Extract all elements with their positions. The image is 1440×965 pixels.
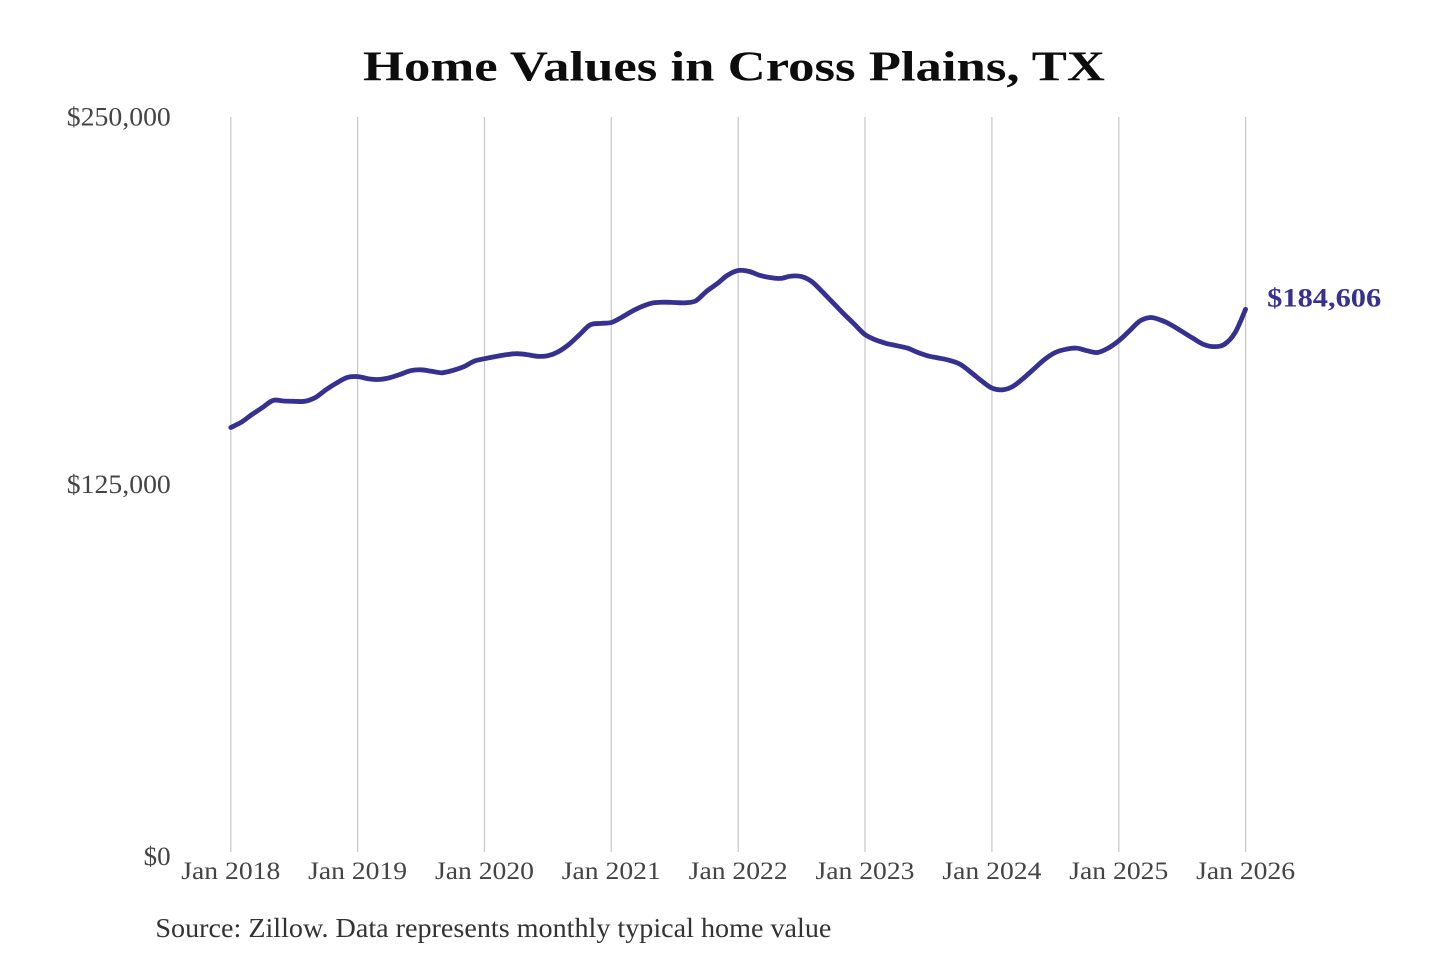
svg-text:Jan 2025: Jan 2025 [1069,858,1168,885]
svg-text:Jan 2023: Jan 2023 [816,858,915,885]
svg-text:Jan 2021: Jan 2021 [562,858,661,885]
svg-text:Jan 2024: Jan 2024 [942,858,1042,885]
svg-text:$250,000: $250,000 [67,102,171,131]
svg-text:Jan 2026: Jan 2026 [1196,858,1295,885]
svg-text:Source: Zillow. Data represent: Source: Zillow. Data represents monthly … [155,912,831,943]
svg-text:$125,000: $125,000 [67,470,171,499]
svg-text:Jan 2018: Jan 2018 [181,858,280,885]
svg-text:Home Values in Cross Plains, T: Home Values in Cross Plains, TX [363,44,1105,90]
svg-text:$0: $0 [144,842,171,871]
svg-text:$184,606: $184,606 [1267,283,1381,312]
svg-text:Jan 2020: Jan 2020 [435,858,534,885]
svg-text:Jan 2022: Jan 2022 [689,858,788,885]
svg-text:Jan 2019: Jan 2019 [308,858,407,885]
